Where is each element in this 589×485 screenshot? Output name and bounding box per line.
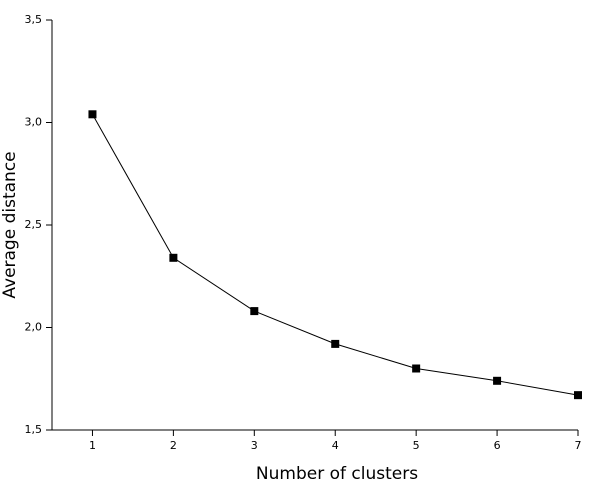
x-tick-label: 2 xyxy=(170,439,177,452)
x-axis-title: Number of clusters xyxy=(256,464,418,484)
point-marker xyxy=(250,307,259,316)
x-tick-label: 7 xyxy=(575,439,582,452)
y-tick-label: 1,5 xyxy=(25,423,43,436)
x-tick-label: 5 xyxy=(413,439,420,452)
y-tick-label: 2,0 xyxy=(25,321,43,334)
line xyxy=(92,114,579,396)
y-tick-label: 2,5 xyxy=(25,218,43,231)
point-marker xyxy=(331,339,340,348)
point-marker xyxy=(574,391,582,400)
x-tick-label: 1 xyxy=(89,439,96,452)
point-marker xyxy=(169,253,178,262)
x-tick-label: 3 xyxy=(251,439,258,452)
y-tick-label: 3,0 xyxy=(25,116,43,129)
y-axis-title: Average distance xyxy=(0,151,20,298)
point-marker xyxy=(412,364,421,373)
x-tick-label: 4 xyxy=(332,439,339,452)
point-marker xyxy=(493,376,502,385)
y-tick-label: 3,5 xyxy=(25,13,43,26)
point-marker xyxy=(88,110,97,119)
x-tick-label: 6 xyxy=(494,439,501,452)
